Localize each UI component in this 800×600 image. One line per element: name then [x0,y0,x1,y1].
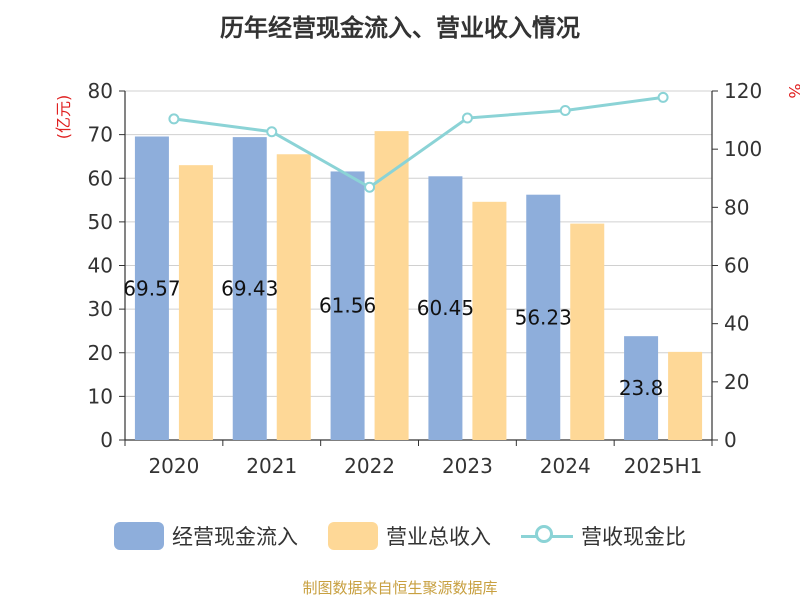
left-axis-tick-label: 70 [88,123,113,147]
x-axis-tick-label: 2023 [442,454,493,478]
left-axis-tick-label: 80 [88,79,113,103]
x-axis-tick-label: 2021 [246,454,297,478]
bar-data-label: 60.45 [417,296,474,320]
bar-cash-inflow [232,137,267,440]
ratio-line [173,95,664,190]
left-axis-tick-label: 30 [88,297,113,321]
bar-cash-inflow [330,171,365,440]
bar-data-label: 69.57 [123,276,180,300]
legend-item-revenue[interactable]: 营业总收入 [328,521,491,551]
legend-label-ratio: 营收现金比 [581,525,686,549]
bar-data-label: 61.56 [319,294,376,318]
right-axis-unit: % [785,83,800,98]
chart-title: 历年经营现金流入、营业收入情况 [220,14,580,42]
bar-revenue [570,223,605,440]
right-axis-tick-label: 100 [724,137,762,161]
right-axis-tick-label: 0 [724,428,737,452]
legend-swatch-revenue [328,522,378,550]
right-axis-tick-label: 20 [724,370,749,394]
ratio-point [168,113,180,125]
left-axis-tick-label: 10 [88,384,113,408]
right-axis-tick-label: 40 [724,312,749,336]
x-axis-tick-label: 2024 [540,454,591,478]
bar-data-label: 56.23 [515,305,572,329]
legend-swatch-ratio [521,522,573,550]
right-axis-tick-label: 80 [724,195,749,219]
bar-data-label: 69.43 [221,277,278,301]
bar-revenue [178,165,213,440]
left-axis-tick-label: 50 [88,210,113,234]
ratio-point [266,126,278,138]
legend-item-ratio[interactable]: 营收现金比 [521,521,686,551]
right-axis-tick-label: 60 [724,254,749,278]
x-axis-tick-label: 2022 [344,454,395,478]
bar-revenue [668,351,703,440]
ratio-point [364,181,376,193]
source-note: 制图数据来自恒生聚源数据库 [302,579,498,597]
legend-item-cash-inflow[interactable]: 经营现金流入 [114,521,298,551]
ratio-point [559,104,571,116]
bar-cash-inflow [526,194,561,440]
x-axis-tick-label: 2025H1 [624,454,703,478]
bar-cash-inflow [428,176,463,441]
ratio-point [461,112,473,124]
right-axis-tick-label: 120 [724,79,762,103]
bar-revenue [276,154,311,440]
bar-revenue [472,201,507,440]
legend-swatch-cash-inflow [114,522,164,550]
legend: 经营现金流入 营业总收入 营收现金比 [0,516,800,556]
left-axis-tick-label: 0 [100,428,113,452]
bar-data-label: 23.8 [619,376,664,400]
ratio-point [657,91,669,103]
left-axis-tick-label: 20 [88,341,113,365]
bar-cash-inflow [134,136,169,441]
bar-revenue [374,131,409,440]
x-axis-tick-label: 2020 [148,454,199,478]
bar-cash-inflow [624,336,659,440]
left-axis-unit: (亿元) [54,95,73,140]
legend-label-cash-inflow: 经营现金流入 [172,525,298,549]
legend-label-revenue: 营业总收入 [386,525,491,549]
left-axis-tick-label: 60 [88,166,113,190]
left-axis-tick-label: 40 [88,254,113,278]
